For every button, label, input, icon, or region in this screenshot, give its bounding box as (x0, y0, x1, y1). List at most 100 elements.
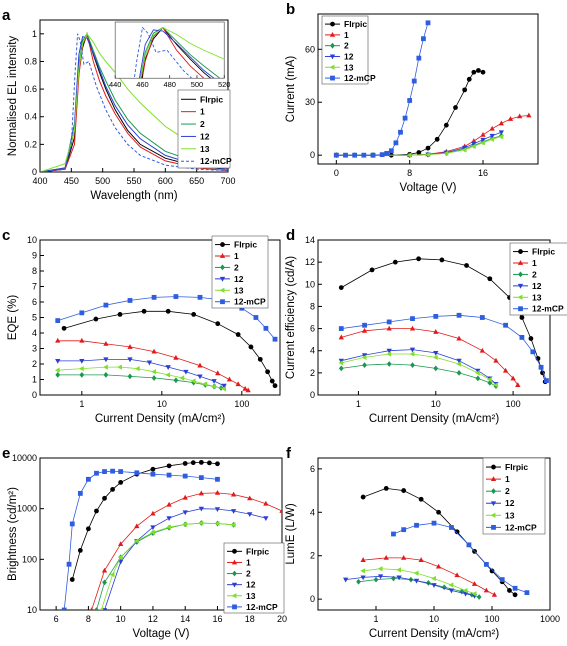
data-point-12-mCP (94, 470, 99, 476)
data-point-12-mCP (512, 585, 518, 591)
data-point-FIrpic (464, 263, 469, 268)
data-point-12-mCP (416, 55, 422, 61)
data-point-FIrpic (416, 256, 422, 262)
legend-label: 1 (234, 251, 239, 261)
data-point-1 (242, 385, 248, 391)
data-point-FIrpic (110, 487, 115, 492)
data-point-1 (409, 325, 416, 331)
data-point-1 (526, 112, 532, 118)
data-point-2 (362, 362, 367, 368)
data-point-12 (150, 525, 156, 531)
data-point-12-mCP (352, 152, 358, 158)
data-point-12-mCP (127, 298, 133, 303)
y-tick-label: 4 (310, 346, 315, 356)
legend-label: FIrpic (344, 19, 367, 29)
data-point-13 (151, 369, 156, 375)
data-point-12 (103, 357, 109, 363)
data-point-12 (448, 588, 455, 594)
x-tick-label: 8 (86, 614, 91, 624)
data-point-FIrpic (269, 378, 275, 384)
legend-label: FIrpic (234, 240, 257, 250)
data-point-1 (230, 491, 237, 497)
data-point-13 (182, 521, 188, 528)
data-point-13 (409, 351, 415, 357)
data-point-12-mCP (530, 349, 536, 355)
data-point-FIrpic (182, 461, 188, 466)
data-point-12 (221, 383, 227, 389)
legend-swatch-marker (491, 524, 496, 530)
legend-swatch-marker (232, 570, 237, 577)
y-tick-label: 6 (310, 464, 315, 474)
data-point-FIrpic (453, 105, 458, 110)
y-tick-label: 8 (310, 301, 315, 311)
x-axis-label: Current Density (mA/cm²) (369, 628, 500, 640)
plot-frame (317, 239, 551, 396)
data-point-12 (182, 510, 188, 516)
data-point-12 (198, 506, 204, 512)
panel-label: f (286, 445, 292, 462)
x-tick-label: 400 (32, 176, 47, 186)
panel-f: 1 10 100 1000 0 2 4 6 Current Density (mA/cm²) Lu… (285, 445, 560, 640)
inset-x-tick-label: 480 (163, 80, 176, 89)
legend-label: 12 (344, 51, 354, 61)
x-axis-label: Voltage (V) (400, 182, 457, 194)
data-point-13 (179, 375, 185, 381)
data-point-13 (474, 370, 480, 376)
data-point-1 (214, 489, 221, 495)
data-point-13 (78, 366, 84, 372)
data-point-13 (109, 571, 115, 578)
data-point-FIrpic (94, 508, 99, 514)
legend-label: 12-mCP (200, 156, 232, 166)
x-tick-label: 1 (373, 614, 378, 624)
data-point-1 (263, 500, 269, 506)
data-point-12 (489, 133, 495, 139)
data-point-2 (102, 579, 107, 586)
y-tick-label: 12 (305, 257, 315, 267)
x-tick-label: 0 (334, 168, 339, 178)
data-point-1 (279, 508, 282, 513)
data-point-13 (431, 575, 436, 582)
data-point-12-mCP (151, 294, 157, 300)
data-point-13 (133, 538, 139, 544)
data-point-2 (433, 365, 439, 372)
data-point-12-mCP (456, 312, 462, 318)
legend-label: 12 (200, 131, 210, 141)
data-point-FIrpic (338, 285, 344, 291)
series-line-13 (363, 568, 475, 595)
x-tick-label: 10 (429, 614, 439, 624)
legend-label: 13 (200, 144, 210, 154)
data-point-2 (127, 373, 133, 380)
data-point-1 (134, 523, 140, 529)
series-line-2 (96, 522, 234, 610)
legend-box (509, 242, 567, 316)
data-point-12-mCP (343, 152, 348, 158)
data-point-2 (79, 371, 85, 378)
inset-line-12 (138, 29, 215, 79)
panel-label: c (2, 227, 10, 244)
data-point-12-mCP (503, 322, 509, 328)
y-tick-label: 0.4 (24, 112, 37, 122)
data-point-FIrpic (191, 312, 197, 317)
data-point-1 (361, 327, 368, 333)
legend-swatch-marker (220, 264, 225, 271)
data-point-FIrpic (165, 308, 171, 314)
legend-swatch-marker (490, 501, 497, 507)
data-point-FIrpic (166, 463, 172, 469)
data-point-13 (498, 134, 504, 140)
legend-box (211, 235, 269, 309)
x-tick-label: 8 (407, 168, 412, 178)
data-point-FIrpic (215, 321, 221, 327)
data-point-12-mCP (110, 468, 115, 474)
data-point-13 (486, 376, 492, 383)
data-point-13 (230, 522, 236, 528)
x-tick-label: 500 (95, 176, 110, 186)
y-tick-label: 5 (32, 313, 37, 323)
data-point-1 (498, 120, 504, 126)
data-point-13 (377, 566, 383, 572)
legend-label: 2 (234, 262, 239, 272)
data-point-2 (356, 578, 361, 585)
data-point-FIrpic (190, 460, 196, 466)
data-point-13 (448, 582, 454, 588)
data-point-FIrpic (61, 325, 67, 331)
x-tick-label: 6 (54, 614, 59, 624)
